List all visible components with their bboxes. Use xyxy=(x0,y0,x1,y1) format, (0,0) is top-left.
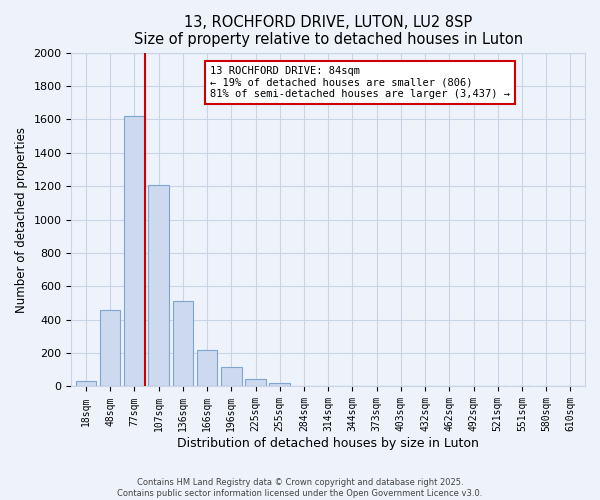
Text: 13 ROCHFORD DRIVE: 84sqm
← 19% of detached houses are smaller (806)
81% of semi-: 13 ROCHFORD DRIVE: 84sqm ← 19% of detach… xyxy=(210,66,510,100)
Bar xyxy=(173,302,193,386)
Bar xyxy=(100,310,121,386)
Y-axis label: Number of detached properties: Number of detached properties xyxy=(15,126,28,312)
Bar xyxy=(245,379,266,386)
Bar xyxy=(76,380,96,386)
Bar xyxy=(197,350,217,387)
Bar xyxy=(221,368,242,386)
Text: Contains HM Land Registry data © Crown copyright and database right 2025.
Contai: Contains HM Land Registry data © Crown c… xyxy=(118,478,482,498)
Bar xyxy=(124,116,145,386)
Title: 13, ROCHFORD DRIVE, LUTON, LU2 8SP
Size of property relative to detached houses : 13, ROCHFORD DRIVE, LUTON, LU2 8SP Size … xyxy=(134,15,523,48)
X-axis label: Distribution of detached houses by size in Luton: Distribution of detached houses by size … xyxy=(177,437,479,450)
Bar xyxy=(269,383,290,386)
Bar xyxy=(148,184,169,386)
